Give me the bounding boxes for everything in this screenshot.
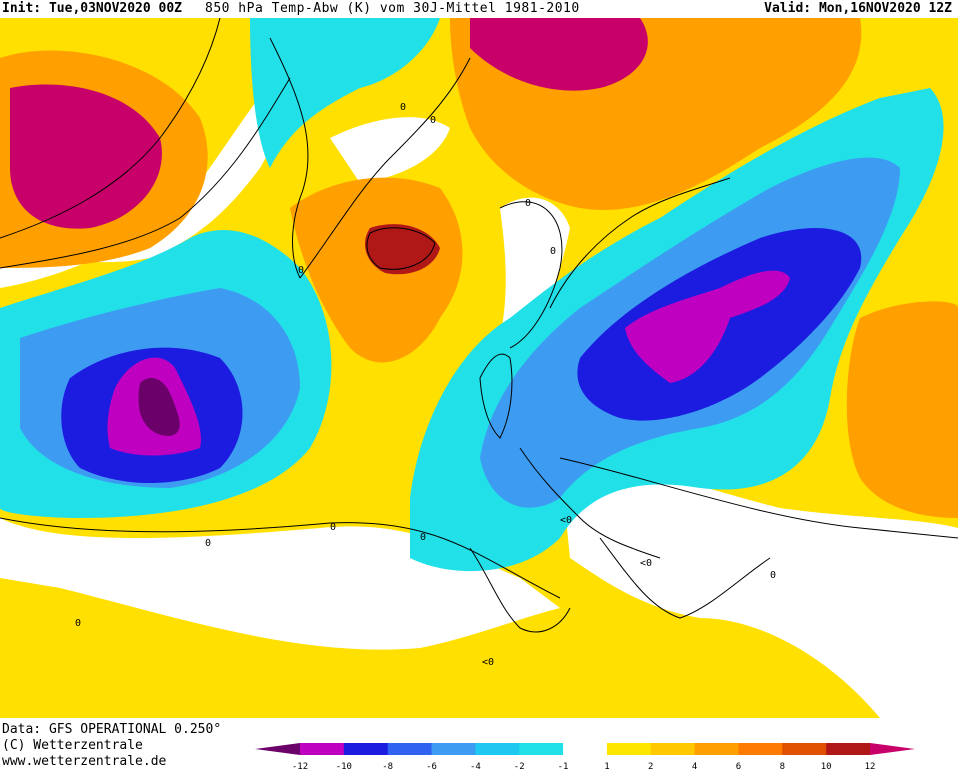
warm-zone-greenland	[290, 177, 463, 363]
legend-swatch	[343, 743, 389, 755]
contour-label: <0	[482, 657, 494, 668]
coastline-france	[519, 447, 661, 559]
contour-label: 0	[75, 618, 81, 629]
legend-swatch	[694, 743, 739, 755]
legend-swatch-min	[255, 743, 300, 755]
legend-tick-label: -2	[513, 762, 525, 772]
contour-label: 0	[525, 198, 531, 209]
legend-tick-label: 2	[648, 762, 654, 772]
contour-label: 0	[330, 522, 336, 533]
copyright-label: (C) Wetterzentrale	[2, 738, 143, 753]
neutral-zone-mediterranean	[560, 458, 958, 718]
hot-zone-canada	[10, 84, 162, 229]
contour-labels: 0 0 0 0 0 0 0 0 <0 <0 <0 0 0	[75, 102, 776, 668]
map-canvas: 0 0 0 0 0 0 0 0 <0 <0 <0 0 0	[0, 18, 958, 718]
legend-swatch	[300, 743, 345, 755]
website-label: www.wetterzentrale.de	[2, 754, 167, 769]
legend-swatch	[738, 743, 783, 755]
contour-label: <0	[560, 515, 572, 526]
legend-swatch-max	[870, 743, 915, 755]
contour-label: 0	[420, 532, 426, 543]
contour-label: 0	[430, 115, 436, 126]
contour-label: 0	[400, 102, 406, 113]
coastline-iceland	[366, 227, 436, 270]
coastline-scandinavia	[549, 177, 731, 309]
contour-line-3	[559, 457, 958, 539]
cold-zone-atlantic-peak	[138, 378, 180, 436]
legend-swatch	[387, 743, 433, 755]
cold-zone-europe-extreme	[625, 270, 790, 383]
legend-swatch	[519, 743, 564, 755]
zero-contours	[0, 77, 958, 599]
legend-tick-label: -1	[557, 762, 569, 772]
contour-line-2	[0, 517, 561, 599]
contour-line-1	[0, 77, 291, 269]
map-footer: Data: GFS OPERATIONAL 0.250° (C) Wetterz…	[2, 722, 221, 770]
contour-label: 0	[205, 538, 211, 549]
legend-tick-label: -10	[335, 762, 352, 772]
contour-label: <0	[640, 558, 652, 569]
legend-tick-label: -12	[291, 762, 309, 772]
warm-zone-east	[846, 301, 958, 518]
coastline-iberia	[469, 547, 571, 633]
legend-tick-label: -4	[469, 762, 481, 772]
cold-zone-greenland-east	[250, 18, 440, 168]
coastline-greenland-west	[269, 37, 309, 279]
color-scale-legend: -12 -10 -8 -6 -4 -2 -1 1 2 4 6 8 10 12	[255, 740, 957, 780]
hot-zone-arctic	[470, 18, 648, 91]
legend-swatch	[782, 743, 827, 755]
coastlines	[0, 18, 771, 633]
legend-tick-label: -6	[426, 762, 437, 772]
legend-tick-label: 1	[604, 762, 610, 772]
coastline-greenland-east	[299, 57, 471, 279]
map-header: Init: Tue,03NOV2020 00Z 850 hPa Temp-Abw…	[0, 0, 968, 18]
temperature-anomaly-map: 0 0 0 0 0 0 0 0 <0 <0 <0 0 0	[0, 18, 958, 718]
contour-label: 0	[770, 570, 776, 581]
contour-label: 0	[298, 265, 304, 276]
legend-swatch	[650, 743, 696, 755]
contour-label: 0	[550, 246, 556, 257]
legend-tick-label: -8	[382, 762, 394, 772]
neutral-zone-greenland-sea	[330, 117, 450, 183]
init-time: Init: Tue,03NOV2020 00Z	[2, 1, 183, 16]
legend-tick-label: 10	[820, 762, 832, 772]
legend-tick-label: 6	[735, 762, 742, 772]
coastline-italy-balkans	[599, 537, 771, 619]
valid-time: Valid: Mon,16NOV2020 12Z	[764, 1, 952, 16]
coastline-canada	[0, 18, 221, 239]
coastline-british-isles	[479, 353, 513, 439]
color-scale-bar	[255, 743, 915, 755]
data-source-label: Data: GFS OPERATIONAL 0.250°	[2, 722, 222, 737]
map-title: 850 hPa Temp-Abw (K) vom 30J-Mittel 1981…	[205, 1, 580, 16]
legend-swatch	[826, 743, 871, 755]
legend-tick-label: 4	[691, 762, 698, 772]
contour-line-4	[499, 201, 563, 349]
legend-swatch	[431, 743, 476, 755]
legend-tick-label: 8	[779, 762, 786, 772]
legend-swatch	[563, 743, 608, 755]
legend-tick-label: 12	[864, 762, 876, 772]
legend-swatch	[606, 743, 652, 755]
legend-swatch	[475, 743, 520, 755]
